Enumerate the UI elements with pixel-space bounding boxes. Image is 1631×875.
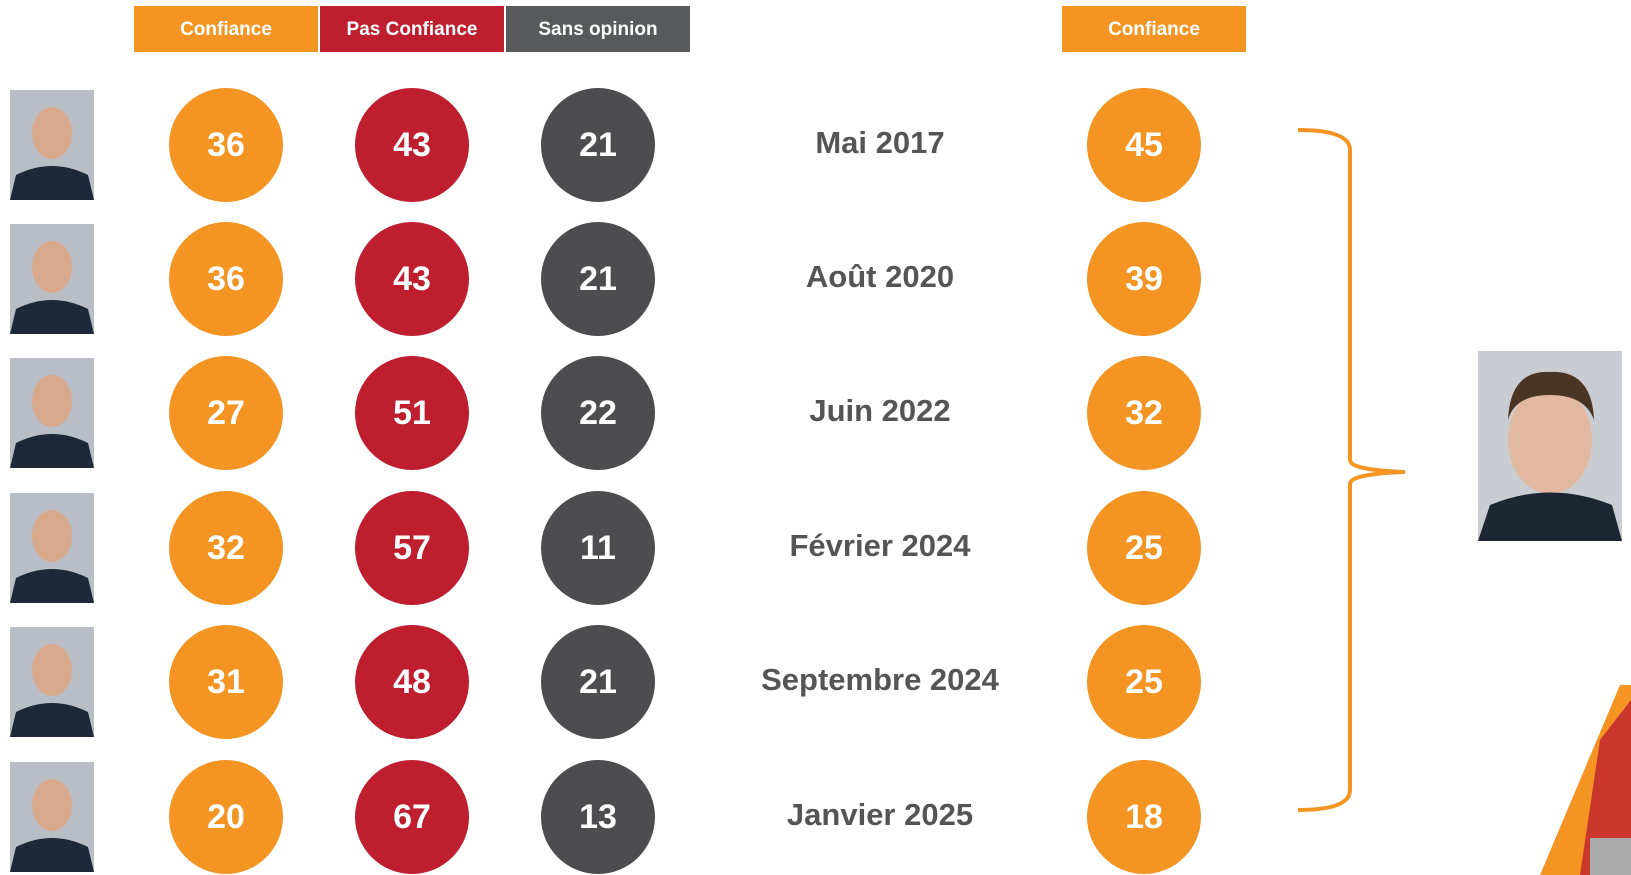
header-label: Confiance [1108, 19, 1200, 40]
value-label: 20 [207, 798, 245, 836]
value-label: 36 [207, 260, 245, 298]
person-photo [10, 627, 94, 737]
photo-face [32, 241, 72, 293]
value-label: 51 [393, 394, 431, 432]
value-label: 32 [207, 529, 245, 567]
value-label: 31 [207, 663, 245, 701]
value-label: 43 [393, 260, 431, 298]
photo-face [32, 644, 72, 696]
infographic: Confiance Pas Confiance Sans opinion Confia… [0, 0, 1631, 875]
date-label: Mai 2017 [815, 125, 944, 160]
header-label: Pas Confiance [347, 19, 478, 40]
date-label: Février 2024 [790, 528, 972, 563]
person-photo [10, 762, 94, 872]
person-photo [10, 358, 94, 468]
value-label: 11 [580, 529, 616, 567]
photo-face [32, 510, 72, 562]
value-label: 25 [1125, 663, 1163, 701]
photo-face [32, 107, 72, 159]
value-label: 13 [579, 798, 617, 836]
value-label: 39 [1125, 260, 1163, 298]
person-photo [10, 224, 94, 334]
value-label: 21 [579, 663, 617, 701]
person-photo [10, 90, 94, 200]
bracket [1298, 130, 1405, 810]
photo-face [32, 375, 72, 427]
value-label: 21 [579, 126, 617, 164]
value-label: 32 [1125, 394, 1163, 432]
value-label: 67 [393, 798, 431, 836]
value-label: 27 [207, 394, 245, 432]
date-label: Août 2020 [806, 259, 954, 294]
president-photo [1478, 351, 1622, 541]
date-label: Septembre 2024 [761, 662, 1000, 697]
value-label: 43 [393, 126, 431, 164]
value-label: 22 [579, 394, 617, 432]
date-label: Janvier 2025 [787, 797, 973, 832]
value-label: 36 [207, 126, 245, 164]
header-label: Confiance [180, 19, 272, 40]
value-label: 57 [393, 529, 431, 567]
value-label: 45 [1125, 126, 1163, 164]
person-photo [10, 493, 94, 603]
header-label: Sans opinion [538, 19, 657, 40]
value-label: 18 [1125, 798, 1163, 836]
date-label: Juin 2022 [809, 393, 950, 428]
value-label: 48 [393, 663, 431, 701]
logo [1540, 685, 1631, 875]
value-label: 25 [1125, 529, 1163, 567]
page: {"table": { "headers": ["Confiance", "Pa… [0, 0, 1631, 875]
photo-face [32, 779, 72, 831]
value-label: 21 [579, 260, 617, 298]
